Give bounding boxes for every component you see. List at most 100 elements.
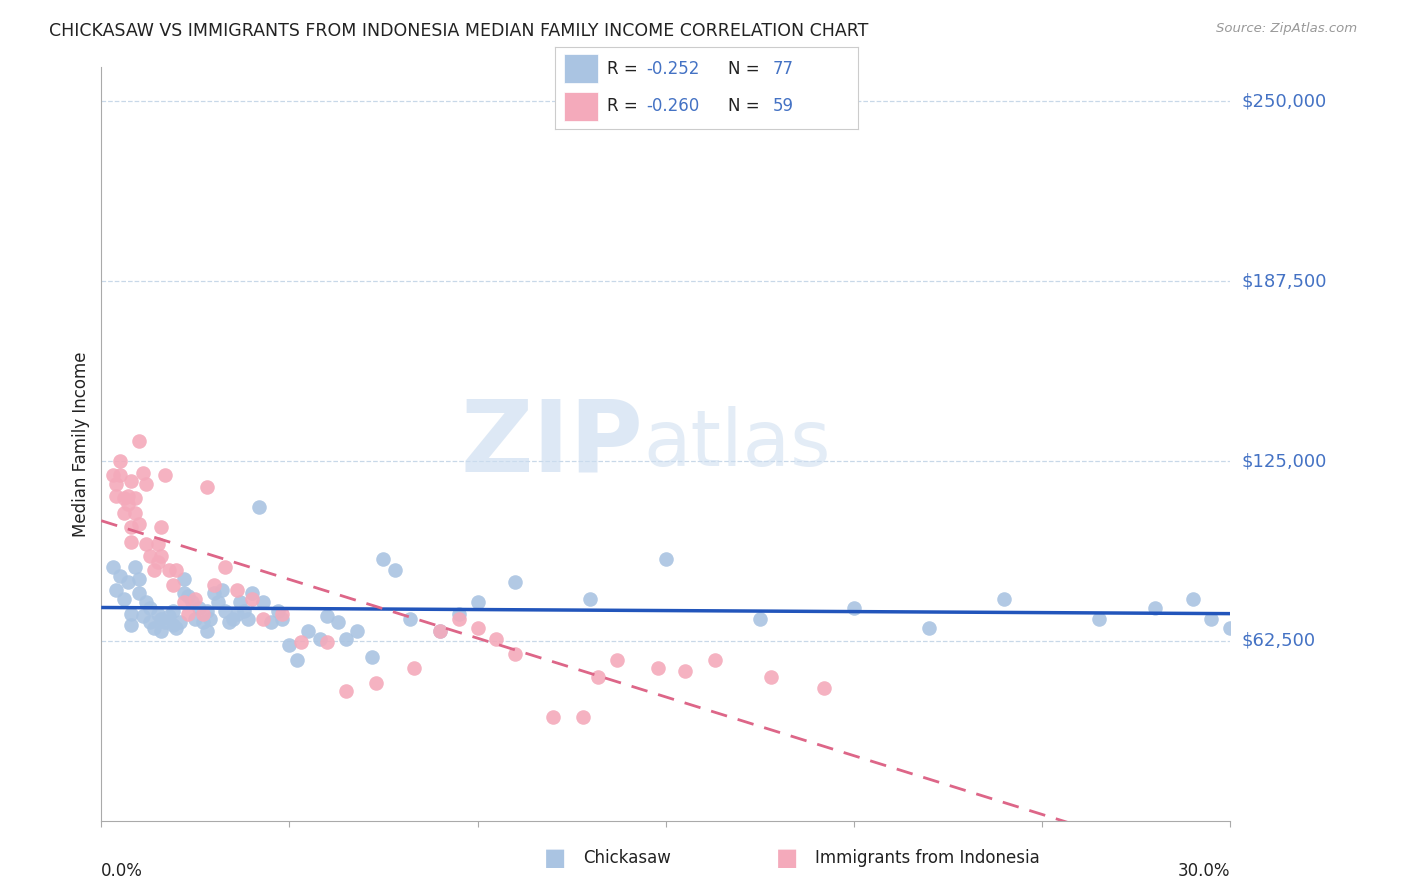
- Point: [328, 615, 350, 629]
- Point: [124, 491, 146, 506]
- Point: [267, 604, 290, 618]
- Point: [105, 583, 128, 598]
- Point: [202, 578, 225, 592]
- Point: [606, 652, 628, 666]
- Text: $187,500: $187,500: [1241, 272, 1327, 290]
- Point: [703, 652, 725, 666]
- Point: [373, 552, 395, 566]
- Point: [384, 563, 406, 577]
- Point: [842, 600, 865, 615]
- Point: [173, 572, 195, 586]
- Point: [759, 670, 782, 684]
- Point: [120, 520, 142, 534]
- Point: [180, 595, 202, 609]
- Text: ■: ■: [776, 847, 799, 870]
- Point: [467, 621, 489, 635]
- Point: [108, 454, 131, 468]
- Point: [146, 537, 169, 551]
- Point: [1181, 592, 1204, 607]
- Point: [259, 615, 281, 629]
- Point: [177, 607, 200, 621]
- Point: [142, 621, 165, 635]
- Point: [128, 434, 150, 448]
- Point: [191, 615, 214, 629]
- Text: R =: R =: [607, 60, 643, 78]
- Text: -0.252: -0.252: [647, 60, 699, 78]
- Point: [139, 615, 162, 629]
- Point: [195, 624, 218, 638]
- Point: [429, 624, 451, 638]
- Point: [155, 615, 177, 629]
- Point: [120, 618, 142, 632]
- Point: [429, 624, 451, 638]
- Point: [316, 609, 339, 624]
- Point: [200, 612, 222, 626]
- Point: [236, 612, 259, 626]
- Point: [150, 520, 173, 534]
- Point: [150, 612, 173, 626]
- Point: [572, 710, 595, 724]
- Text: atlas: atlas: [643, 406, 831, 482]
- Point: [647, 661, 669, 675]
- Text: $62,500: $62,500: [1241, 632, 1316, 650]
- Point: [247, 500, 270, 514]
- Point: [211, 583, 233, 598]
- Point: [166, 563, 188, 577]
- Point: [105, 489, 128, 503]
- Point: [297, 624, 319, 638]
- Point: [346, 624, 368, 638]
- Point: [402, 661, 425, 675]
- Point: [918, 621, 941, 635]
- Point: [173, 586, 195, 600]
- Point: [173, 595, 195, 609]
- Text: CHICKASAW VS IMMIGRANTS FROM INDONESIA MEDIAN FAMILY INCOME CORRELATION CHART: CHICKASAW VS IMMIGRANTS FROM INDONESIA M…: [49, 22, 869, 40]
- Text: 77: 77: [773, 60, 794, 78]
- Point: [252, 595, 274, 609]
- Point: [112, 592, 135, 607]
- Point: [202, 586, 225, 600]
- Point: [124, 560, 146, 574]
- Point: [157, 563, 180, 577]
- Point: [135, 595, 157, 609]
- Point: [142, 563, 165, 577]
- Point: [112, 506, 135, 520]
- Point: [316, 635, 339, 649]
- Point: [120, 474, 142, 488]
- Point: [139, 600, 162, 615]
- Text: 30.0%: 30.0%: [1178, 862, 1230, 880]
- Point: [308, 632, 330, 647]
- Point: [139, 549, 162, 563]
- Text: Chickasaw: Chickasaw: [583, 849, 672, 867]
- Point: [335, 684, 357, 698]
- Point: [112, 491, 135, 506]
- Point: [467, 595, 489, 609]
- Text: Source: ZipAtlas.com: Source: ZipAtlas.com: [1216, 22, 1357, 36]
- Point: [278, 638, 301, 652]
- Point: [503, 574, 526, 589]
- Point: [101, 560, 124, 574]
- Point: [108, 468, 131, 483]
- Point: [117, 574, 139, 589]
- Point: [214, 560, 236, 574]
- Point: [586, 670, 609, 684]
- Point: [447, 607, 470, 621]
- Point: [361, 649, 384, 664]
- Point: [447, 612, 470, 626]
- Point: [155, 468, 177, 483]
- Point: [503, 647, 526, 661]
- Point: [120, 534, 142, 549]
- Point: [1143, 600, 1166, 615]
- Point: [101, 468, 124, 483]
- Point: [135, 537, 157, 551]
- Point: [184, 592, 207, 607]
- Point: [105, 477, 128, 491]
- Point: [128, 517, 150, 532]
- Point: [166, 621, 188, 635]
- Point: [579, 592, 602, 607]
- Point: [655, 552, 678, 566]
- Point: [218, 615, 240, 629]
- Point: [117, 497, 139, 511]
- Text: R =: R =: [607, 97, 643, 115]
- Point: [1087, 612, 1109, 626]
- Bar: [564, 92, 598, 121]
